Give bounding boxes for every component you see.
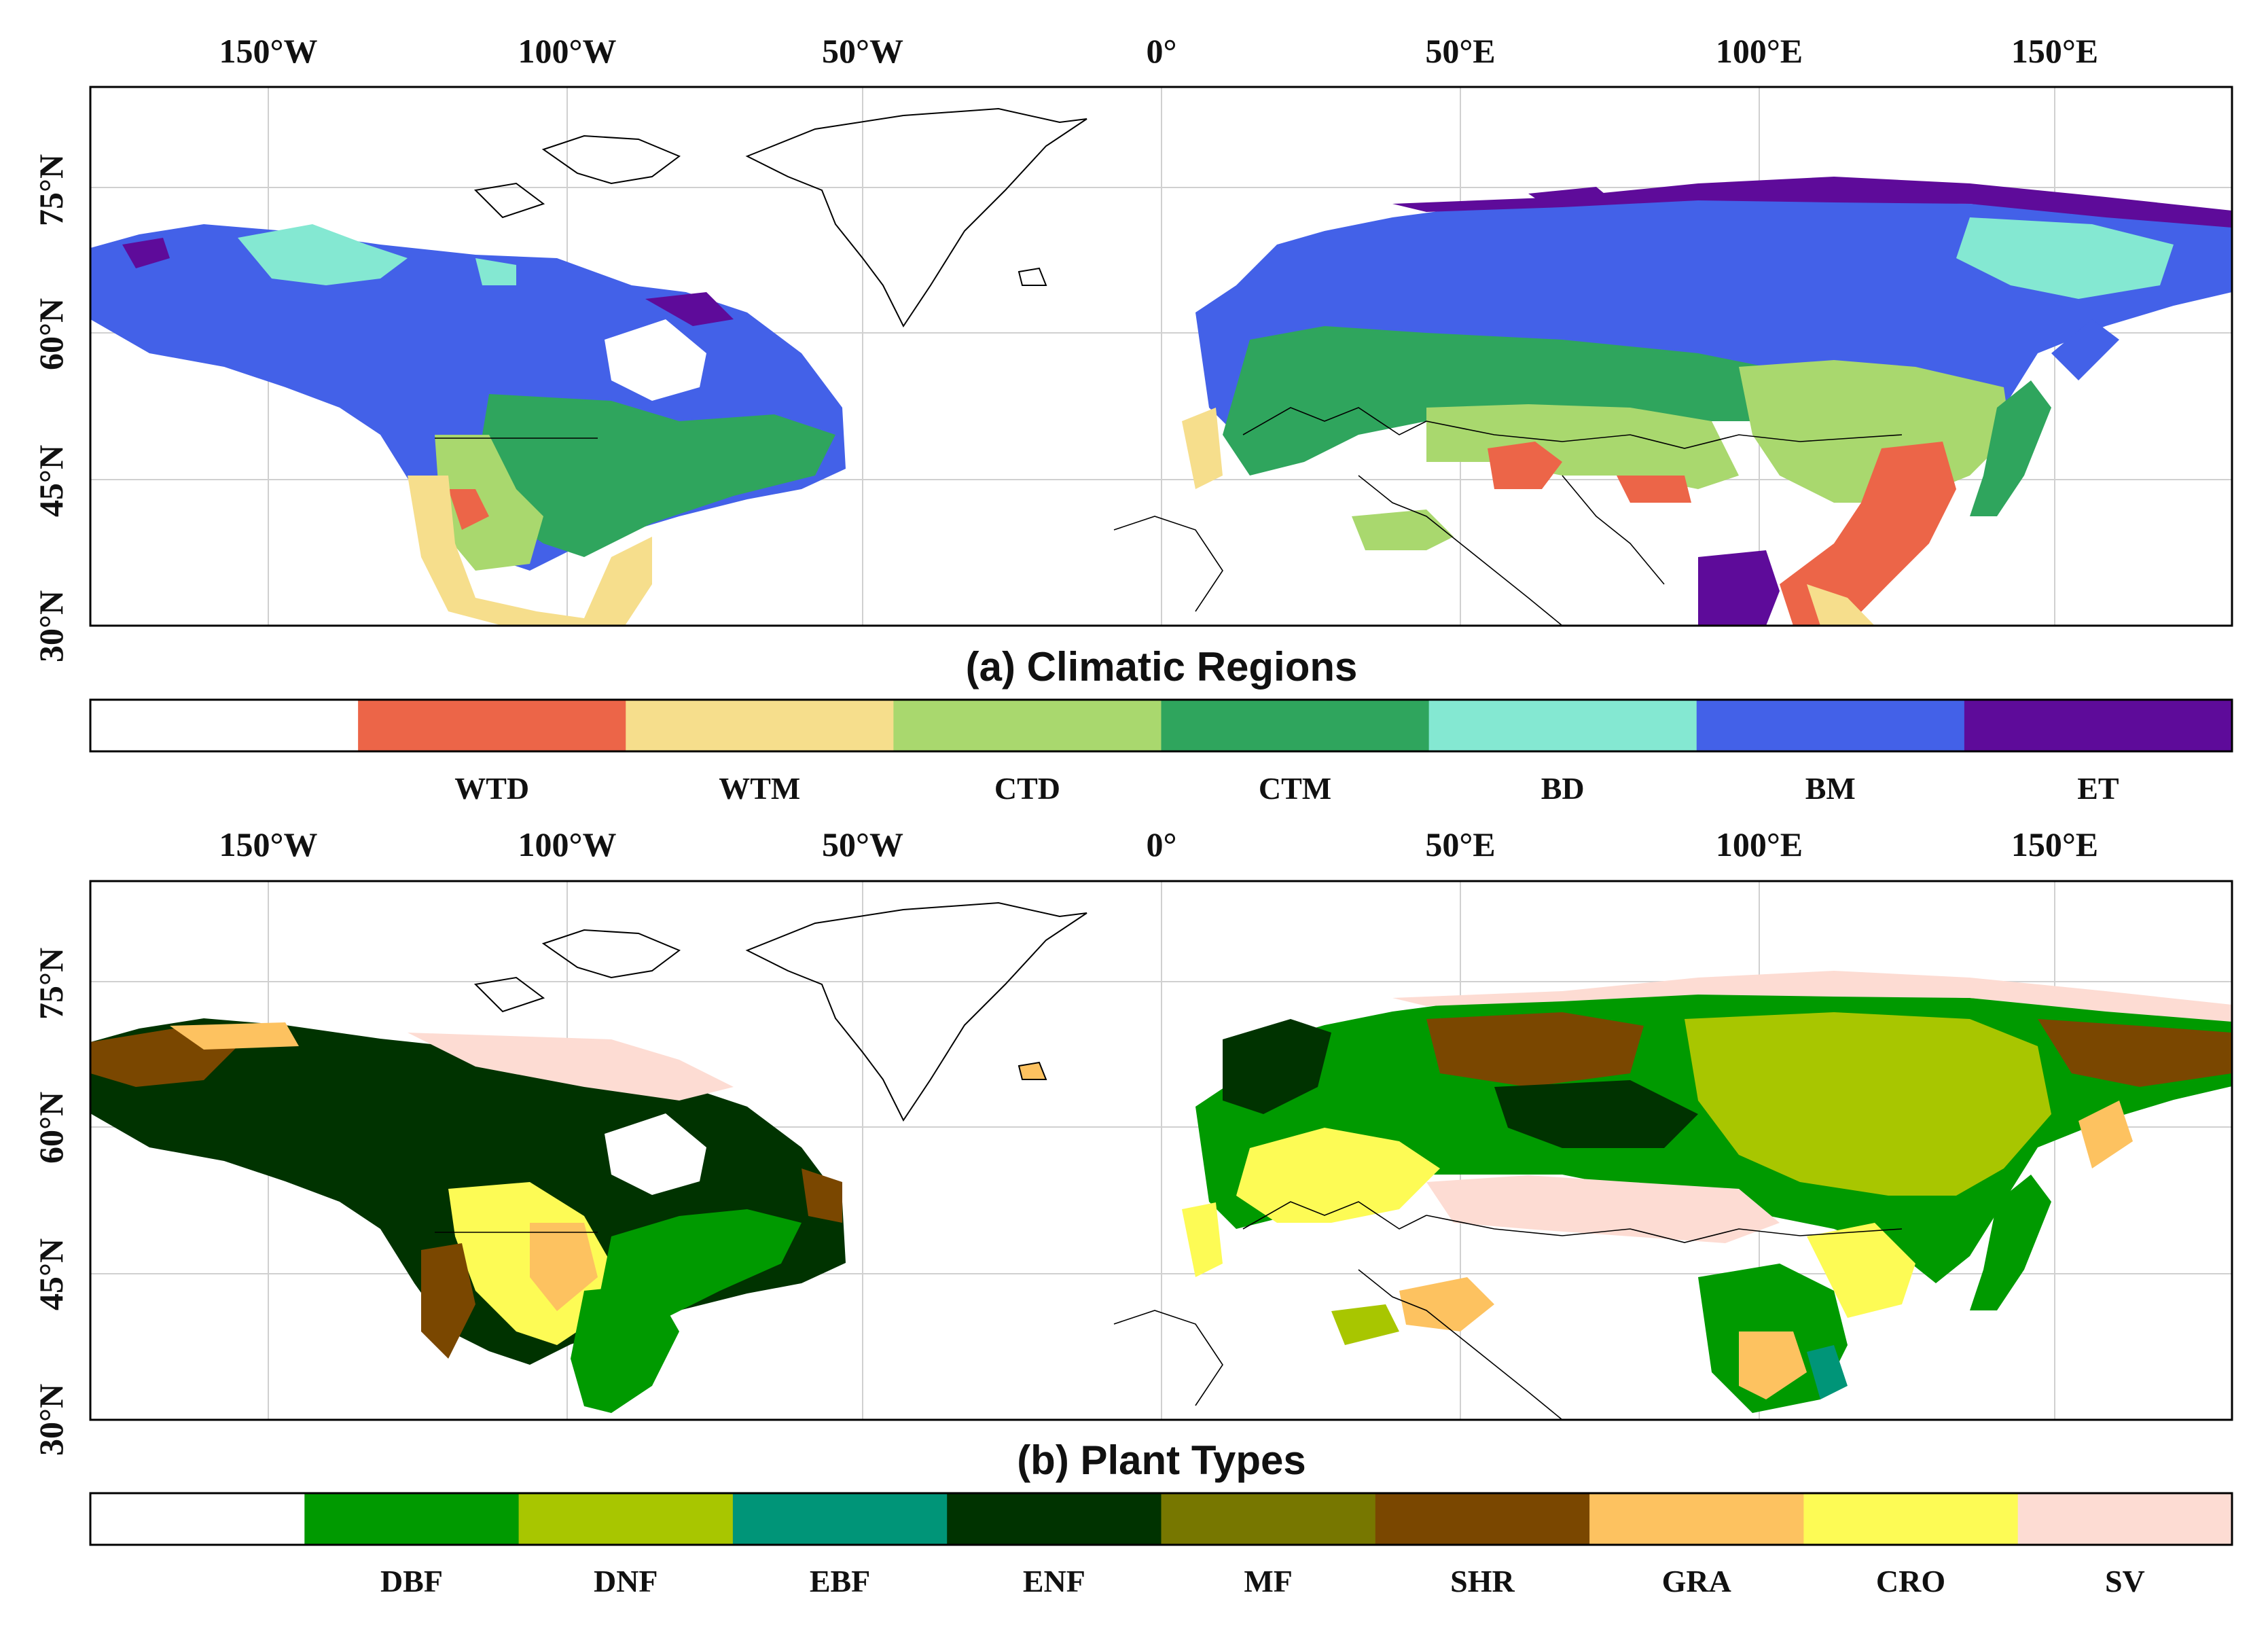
legend-swatch-wtm (626, 700, 894, 751)
legend-swatch-mf (1161, 1493, 1376, 1545)
greenland-outline-a (473, 107, 1087, 327)
legend-frame (89, 698, 2233, 753)
legend-swatch-enf (947, 1493, 1162, 1545)
country-borders-b (435, 1201, 1903, 1420)
north-america-regions-a (90, 224, 846, 626)
lon-tick-labels-b: 150°W 100°W 50°W 0° 50°E 100°E 150°E (219, 825, 2099, 863)
map-frame-a (89, 86, 2233, 627)
legend-label-dbf: DBF (380, 1564, 443, 1598)
lon-tick-50w-b: 50°W (822, 825, 903, 863)
legend-label-wtd: WTD (454, 771, 529, 806)
legend-label-bm: BM (1805, 771, 1856, 806)
legend-swatch-dbf (304, 1493, 520, 1545)
lon-tick-0-a: 0° (1147, 32, 1177, 70)
legend-label-ctm: CTM (1259, 771, 1331, 806)
legend-swatch-none (90, 700, 359, 751)
legend-label-et: ET (2077, 771, 2119, 806)
legend-swatch-ctd (893, 700, 1162, 751)
legend-label-enf: ENF (1023, 1564, 1085, 1598)
legend-label-dnf: DNF (594, 1564, 658, 1598)
legend-swatch-wtd (358, 700, 626, 751)
lon-tick-labels-a: 150°W 100°W 50°W 0° 50°E 100°E 150°E (219, 32, 2099, 70)
lon-tick-100w-b: 100°W (518, 825, 617, 863)
lat-tick-60n-b: 60°N (32, 1092, 70, 1164)
lat-tick-75n-a: 75°N (32, 154, 70, 226)
lat-tick-labels-a: 75°N 60°N 45°N 30°N (32, 154, 70, 662)
lat-tick-30n-a: 30°N (32, 590, 70, 662)
legend-label-gra: GRA (1662, 1564, 1731, 1598)
lat-tick-45n-a: 45°N (32, 445, 70, 517)
lon-tick-50e-a: 50°E (1425, 32, 1495, 70)
legend-label-ebf: EBF (810, 1564, 870, 1598)
lon-tick-150e-b: 150°E (2011, 825, 2098, 863)
legend-label-ctd: CTD (994, 771, 1060, 806)
eurasia-regions-a (1182, 177, 2232, 626)
legend-swatch-bm (1696, 700, 1965, 751)
lat-tick-60n-a: 60°N (32, 298, 70, 370)
legend-swatch-dnf (518, 1493, 734, 1545)
north-america-plants-b (90, 1018, 846, 1413)
legend-label-sv: SV (2105, 1564, 2145, 1598)
legend-label-bd: BD (1541, 771, 1585, 806)
eurasia-plants-b (1182, 971, 2232, 1413)
lat-tick-75n-b: 75°N (32, 948, 70, 1020)
legend-swatch-bd (1428, 700, 1697, 751)
legend-swatch-sv (2017, 1493, 2233, 1545)
lon-tick-0-b: 0° (1147, 825, 1177, 863)
lon-tick-100e-b: 100°E (1716, 825, 1803, 863)
lon-tick-100e-a: 100°E (1716, 32, 1803, 70)
lon-tick-50e-b: 50°E (1425, 825, 1495, 863)
legend-swatch-gra (1589, 1493, 1804, 1545)
panel-a: 150°W 100°W 50°W 0° 50°E 100°E 150°E 75°… (32, 32, 2233, 806)
legend-swatch-cro (1803, 1493, 2019, 1545)
greenland-outline-b (473, 901, 1087, 1122)
map-area-a (90, 87, 2232, 626)
panel-title-a: (a) Climatic Regions (966, 644, 1358, 690)
lat-tick-45n-b: 45°N (32, 1238, 70, 1310)
legend-swatch-shr (1375, 1493, 1590, 1545)
lon-tick-50w-a: 50°W (822, 32, 903, 70)
legend-swatch-none (90, 1493, 305, 1545)
panel-title-b: (b) Plant Types (1017, 1437, 1306, 1483)
legend-label-wtm: WTM (719, 771, 800, 806)
panel-b: 150°W 100°W 50°W 0° 50°E 100°E 150°E 75°… (32, 825, 2233, 1598)
legend-a: WTD WTM CTD CTM BD BM ET (89, 698, 2233, 806)
legend-swatch-ebf (732, 1493, 948, 1545)
lon-tick-150e-a: 150°E (2011, 32, 2098, 70)
map-area-b (90, 881, 2232, 1420)
legend-label-cro: CRO (1876, 1564, 1945, 1598)
lon-tick-150w-b: 150°W (219, 825, 318, 863)
legend-swatch-et (1964, 700, 2233, 751)
lon-tick-100w-a: 100°W (518, 32, 617, 70)
legend-label-mf: MF (1244, 1564, 1293, 1598)
legend-swatch-ctm (1161, 700, 1430, 751)
lat-tick-labels-b: 75°N 60°N 45°N 30°N (32, 948, 70, 1456)
country-borders-a (435, 407, 1903, 626)
legend-label-shr: SHR (1450, 1564, 1515, 1598)
map-frame-b (89, 880, 2233, 1421)
lat-tick-30n-b: 30°N (32, 1384, 70, 1456)
lon-tick-150w-a: 150°W (219, 32, 318, 70)
legend-frame (89, 1492, 2233, 1546)
legend-b: DBF DNF EBF ENF MF SHR GRA CRO SV (89, 1492, 2233, 1598)
